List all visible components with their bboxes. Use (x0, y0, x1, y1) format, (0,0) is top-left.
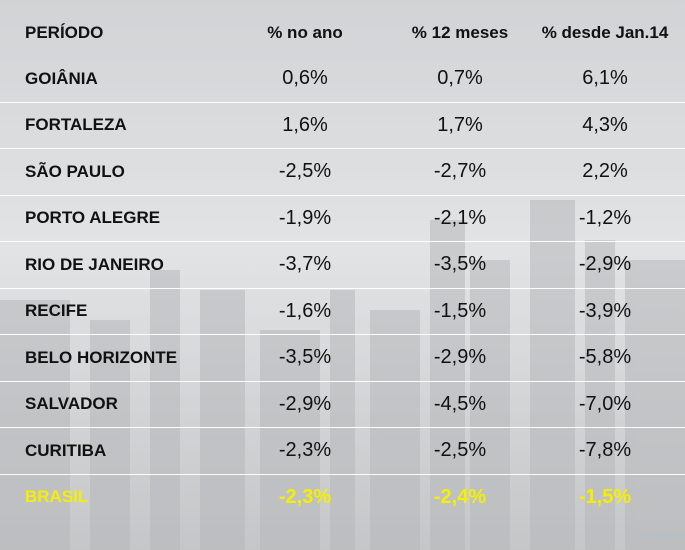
row-label: CURITIBA (0, 427, 215, 475)
cell: -2,9% (395, 334, 525, 382)
cell: -4,5% (395, 381, 525, 428)
cell: -1,9% (215, 195, 395, 242)
cell: -2,9% (525, 241, 685, 289)
row-label: SÃO PAULO (0, 148, 215, 196)
cell: 4,3% (525, 102, 685, 149)
cell: -1,6% (215, 288, 395, 335)
row-label: FORTALEZA (0, 102, 215, 149)
cell: % no ano (267, 23, 343, 42)
row-label: PERÍODO (25, 23, 104, 42)
row-label: RECIFE (0, 288, 215, 335)
row: GOIÂNIA 0,6% 0,7% 6,1% (0, 56, 685, 103)
cell: 6,1% (525, 56, 685, 103)
cell: -2,1% (395, 195, 525, 242)
row: SÃO PAULO -2,5% -2,7% 2,2% (0, 148, 685, 196)
cell: % desde Jan.14 (541, 23, 669, 42)
cell: -2,9% (215, 381, 395, 428)
cell: 2,2% (525, 148, 685, 196)
row: CURITIBA -2,3% -2,5% -7,8% (0, 427, 685, 475)
row-label: GOIÂNIA (0, 56, 215, 103)
cell: -1,2% (525, 195, 685, 242)
cell: -2,5% (395, 427, 525, 475)
cell: -3,5% (215, 334, 395, 382)
row-label: BELO HORIZONTE (0, 334, 215, 382)
cell: -1,5% (395, 288, 525, 335)
row-label: PORTO ALEGRE (0, 195, 215, 242)
table: PERÍODO % no ano % 12 meses % desde Jan.14 G… (0, 10, 685, 520)
cell: -3,5% (395, 241, 525, 289)
row-label: RIO DE JANEIRO (0, 241, 215, 289)
cell: -2,7% (395, 148, 525, 196)
row: RIO DE JANEIRO -3,7% -3,5% -2,9% (0, 241, 685, 289)
cell: -3,9% (525, 288, 685, 335)
cell: 0,7% (395, 56, 525, 103)
row-label: SALVADOR (0, 381, 215, 428)
row: PORTO ALEGRE -1,9% -2,1% -1,2% (0, 195, 685, 242)
cell: -5,8% (525, 334, 685, 382)
header-row: PERÍODO % no ano % 12 meses % desde Jan.14 (0, 10, 685, 56)
row: RECIFE -1,6% -1,5% -3,9% (0, 288, 685, 335)
row: BELO HORIZONTE -3,5% -2,9% -5,8% (0, 334, 685, 382)
cell: 1,7% (395, 102, 525, 149)
cell: 1,6% (215, 102, 395, 149)
cell: 0,6% (215, 56, 395, 103)
cell: -3,7% (215, 241, 395, 289)
cell: -2,5% (215, 148, 395, 196)
row: SALVADOR -2,9% -4,5% -7,0% (0, 381, 685, 428)
cell: -7,8% (525, 427, 685, 475)
cell: % 12 meses (411, 23, 509, 42)
row-label: BRASIL (25, 487, 89, 507)
cell: -2,3% (278, 485, 332, 508)
cell: -2,4% (433, 485, 487, 508)
total-row: BRASIL -2,3% -2,4% -1,5% (0, 474, 685, 520)
cell: -1,5% (578, 485, 632, 508)
cell: -7,0% (525, 381, 685, 428)
row: FORTALEZA 1,6% 1,7% 4,3% (0, 102, 685, 149)
cell: -2,3% (215, 427, 395, 475)
